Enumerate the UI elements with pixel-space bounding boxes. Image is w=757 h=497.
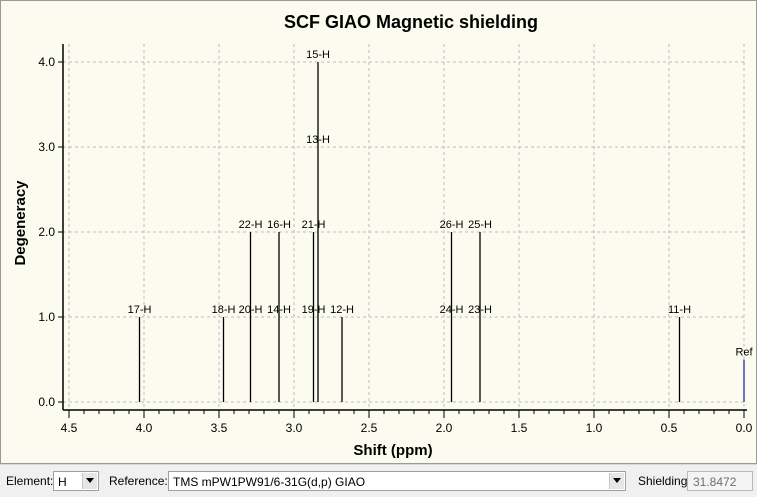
y-tick-label: 3.0 (38, 140, 55, 154)
x-tick-label: 4.5 (61, 421, 78, 435)
peak-label: 18-H (212, 304, 236, 316)
peak-label: 26-H (440, 219, 464, 231)
shielding-value: 31.8472 (693, 475, 737, 489)
peak-label: 19-H (302, 304, 326, 316)
peak-label: 14-H (267, 304, 291, 316)
peak-label: 13-H (306, 134, 330, 146)
y-tick-label: 1.0 (38, 310, 55, 324)
chart-title: SCF GIAO Magnetic shielding (284, 12, 538, 32)
axes (62, 44, 747, 411)
reference-dropdown-button[interactable] (609, 473, 624, 489)
reference-label: Reference: (109, 474, 168, 488)
y-tick-label: 2.0 (38, 225, 55, 239)
x-tick-label: 0.0 (736, 421, 753, 435)
x-tick-label: 3.0 (286, 421, 303, 435)
peak-label: 17-H (128, 304, 152, 316)
peak-label: 12-H (330, 304, 354, 316)
x-tick-label: 2.5 (361, 421, 378, 435)
peak-label: 23-H (468, 304, 492, 316)
controls-bar: Element: H Reference: TMS mPW1PW91/6-31G… (0, 464, 757, 497)
plot-area (63, 44, 747, 410)
peak-label: 24-H (440, 304, 464, 316)
peak-label: Ref (735, 347, 753, 359)
element-label: Element: (6, 474, 54, 488)
reference-value: TMS mPW1PW91/6-31G(d,p) GIAO (173, 475, 366, 489)
x-tick-label: 3.5 (211, 421, 228, 435)
element-select[interactable]: H (53, 471, 99, 491)
reference-select[interactable]: TMS mPW1PW91/6-31G(d,p) GIAO (168, 471, 626, 491)
peak-label: 25-H (468, 219, 492, 231)
x-tick-label: 0.5 (661, 421, 678, 435)
x-tick-label: 4.0 (136, 421, 153, 435)
peak-label: 16-H (267, 219, 291, 231)
peak-label: 11-H (668, 304, 691, 316)
peak-label: 21-H (302, 219, 326, 231)
chart-panel: SCF GIAO Magnetic shielding 4.5 4.0 3.5 3.0… (0, 0, 757, 464)
x-axis-title: Shift (ppm) (353, 442, 432, 459)
peak-labels: 17-H 18-H 20-H 22-H 14-H 16-H 19-H 21-H 13-H 15-H… (128, 49, 754, 359)
element-dropdown-button[interactable] (82, 473, 97, 489)
peak-label: 20-H (239, 304, 263, 316)
x-tick-label: 1.0 (586, 421, 603, 435)
nmr-chart: SCF GIAO Magnetic shielding 4.5 4.0 3.5 3.0… (12, 12, 754, 459)
shielding-field[interactable]: 31.8472 (687, 471, 753, 491)
y-axis-title: Degeneracy (12, 180, 29, 266)
peak-bars (138, 62, 745, 402)
chevron-down-icon (86, 478, 94, 483)
axis-ticks: 4.5 4.0 3.5 3.0 2.5 2.0 1.5 1.0 0.5 0.0 0.0 1.0 2.0 3… (38, 55, 752, 435)
y-tick-label: 0.0 (38, 395, 55, 409)
y-tick-label: 4.0 (38, 55, 55, 69)
chevron-down-icon (613, 478, 621, 483)
shielding-label: Shielding: (638, 474, 691, 488)
grid-lines (63, 44, 747, 410)
x-tick-label: 2.0 (436, 421, 453, 435)
x-tick-label: 1.5 (511, 421, 528, 435)
peak-label: 15-H (306, 49, 330, 61)
peak-label: 22-H (239, 219, 263, 231)
element-value: H (58, 475, 67, 489)
